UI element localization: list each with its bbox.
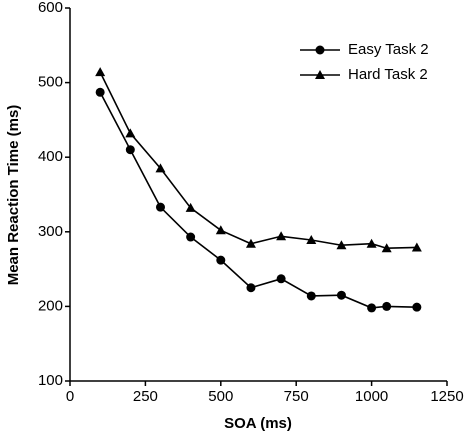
marker [306,291,316,301]
marker [336,240,347,250]
y-tick-label: 400 [38,148,63,165]
y-tick-label: 500 [38,74,63,91]
series-line [99,71,417,250]
y-axis-label: Mean Reaction Time (ms) [5,105,22,286]
marker [366,238,377,248]
marker [216,255,226,265]
marker [186,232,196,242]
legend-label: Hard Task 2 [348,66,428,83]
marker [412,302,422,312]
y-tick-label: 200 [38,297,63,314]
marker [155,163,166,173]
marker [315,45,325,55]
marker [315,70,325,79]
marker [95,87,105,97]
marker [382,301,392,311]
marker [215,225,226,235]
marker [95,67,106,77]
x-tick-label: 1250 [430,388,463,405]
legend-label: Easy Task 2 [348,41,429,58]
x-tick-label: 750 [284,388,309,405]
marker [381,243,392,253]
marker [185,202,196,212]
x-tick-label: 0 [66,388,74,405]
marker [246,283,256,293]
marker [367,303,377,313]
marker [245,238,256,248]
x-tick-label: 500 [208,388,233,405]
marker [125,145,135,155]
x-axis-label: SOA (ms) [224,415,292,432]
x-tick-label: 1000 [355,388,388,405]
marker [155,202,165,212]
series-line [99,91,417,309]
marker [336,290,346,300]
marker [125,128,136,138]
y-tick-label: 300 [38,223,63,240]
marker [276,231,287,241]
marker [276,274,286,284]
x-tick-label: 250 [133,388,158,405]
marker [411,242,422,252]
y-tick-label: 600 [38,0,63,16]
marker [306,235,317,245]
y-tick-label: 100 [38,372,63,389]
